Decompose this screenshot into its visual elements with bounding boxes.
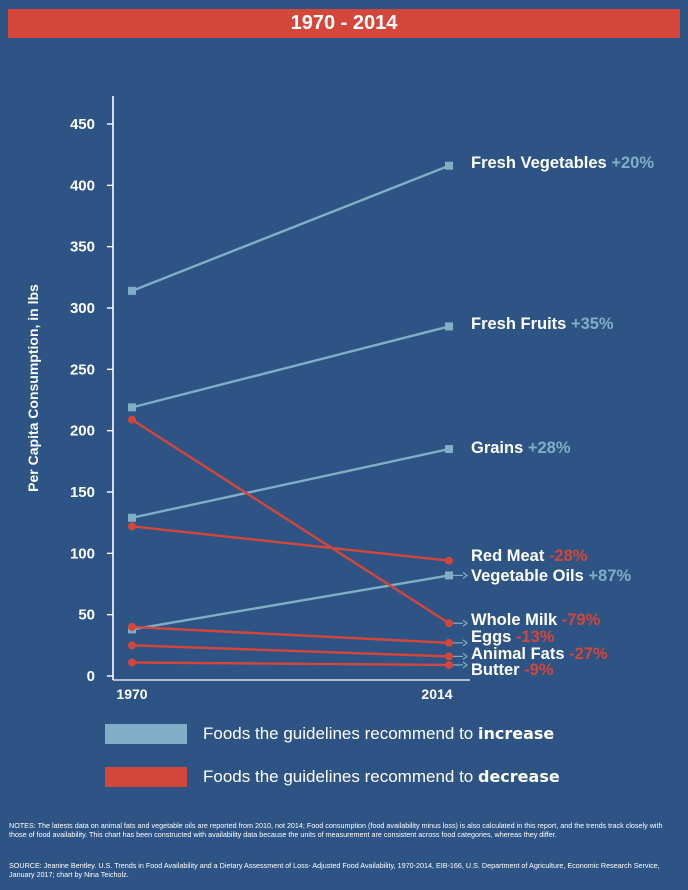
series-name: Red Meat bbox=[471, 547, 549, 565]
leader-arrow-head-eggs bbox=[462, 639, 468, 647]
data-point-eggs bbox=[445, 638, 453, 647]
series-line-whole-milk bbox=[131, 418, 450, 625]
data-point-whole-milk bbox=[128, 415, 136, 424]
series-name: Whole Milk bbox=[471, 611, 562, 629]
y-tick-label: 450 bbox=[70, 116, 95, 133]
data-point-grains bbox=[128, 513, 136, 522]
legend-label-decrease: Foods the guidelines recommend to decrea… bbox=[203, 767, 560, 786]
chart-notes: NOTES: The latests data on animal fats a… bbox=[9, 821, 663, 839]
series-change: -13% bbox=[516, 628, 555, 646]
y-tick-label: 0 bbox=[87, 668, 95, 685]
series-change: -28% bbox=[549, 547, 588, 565]
y-axis-label: Per Capita Consumption, in lbs bbox=[25, 284, 41, 492]
series-name: Fresh Fruits bbox=[471, 315, 571, 333]
legend-keyword-increase: increase bbox=[478, 724, 555, 743]
y-tick-label: 100 bbox=[70, 545, 95, 562]
y-tick-label: 400 bbox=[70, 177, 95, 194]
series-change: +20% bbox=[611, 154, 654, 172]
series-line-vegetable-oils bbox=[131, 574, 450, 631]
legend-swatch-increase bbox=[105, 724, 187, 744]
data-point-butter bbox=[445, 660, 453, 669]
data-point-animal-fats bbox=[128, 641, 136, 650]
data-point-vegetable-oils bbox=[445, 571, 453, 580]
series-label-grains: Grains +28% bbox=[471, 439, 571, 457]
line-chart: 0 50 100 150 200 250 300 350 400 450 Per Capita Co… bbox=[25, 96, 654, 702]
series-name: Fresh Vegetables bbox=[471, 154, 611, 172]
y-tick-label: 250 bbox=[70, 361, 95, 378]
series-name: Grains bbox=[471, 439, 528, 457]
series-line-animal-fats bbox=[131, 644, 450, 658]
x-tick-label: 2014 bbox=[421, 686, 452, 702]
series-line-grains bbox=[131, 447, 450, 519]
data-point-butter bbox=[128, 658, 136, 667]
series-change: +28% bbox=[528, 439, 571, 457]
legend-label-increase: Foods the guidelines recommend to increa… bbox=[203, 724, 555, 743]
legend-swatch-decrease bbox=[105, 767, 187, 787]
series-line-butter bbox=[131, 661, 450, 667]
series-label-fresh-vegetables: Fresh Vegetables +20% bbox=[471, 154, 654, 172]
data-point-fresh-fruits bbox=[128, 403, 136, 412]
data-point-red-meat bbox=[128, 522, 136, 531]
y-tick-label: 350 bbox=[70, 239, 95, 256]
data-point-grains bbox=[445, 445, 453, 454]
data-point-whole-milk bbox=[445, 619, 453, 628]
data-point-eggs bbox=[128, 622, 136, 631]
y-tick-label: 200 bbox=[70, 423, 95, 440]
series-line-red-meat bbox=[131, 525, 450, 562]
leader-arrow-head-whole-milk bbox=[462, 619, 468, 627]
series-label-fresh-fruits: Fresh Fruits +35% bbox=[471, 315, 614, 333]
chart-source: SOURCE: Jeanine Bentley. U.S. Trends in … bbox=[9, 861, 660, 879]
series-label-vegetable-oils: Vegetable Oils +87% bbox=[471, 567, 631, 585]
y-tick-label: 50 bbox=[78, 607, 95, 624]
series-change: -27% bbox=[569, 645, 608, 663]
series-line-fresh-fruits bbox=[131, 325, 450, 409]
series-change: +35% bbox=[571, 315, 614, 333]
y-tick-label: 300 bbox=[70, 300, 95, 317]
leader-arrow-head-animal-fats bbox=[462, 652, 468, 660]
data-point-fresh-vegetables bbox=[128, 286, 136, 295]
series-label-animal-fats: Animal Fats -27% bbox=[471, 645, 608, 663]
series-name: Eggs bbox=[471, 628, 516, 646]
series-name: Vegetable Oils bbox=[471, 567, 588, 585]
series-label-butter: Butter -9% bbox=[471, 661, 554, 679]
data-point-animal-fats bbox=[445, 652, 453, 661]
series-label-whole-milk: Whole Milk -79% bbox=[471, 611, 601, 629]
data-point-fresh-fruits bbox=[445, 322, 453, 331]
data-point-red-meat bbox=[445, 556, 453, 565]
series-change: +87% bbox=[588, 567, 631, 585]
series-label-red-meat: Red Meat -28% bbox=[471, 547, 588, 565]
series-line-eggs bbox=[131, 625, 450, 645]
legend-keyword-decrease: decrease bbox=[478, 767, 560, 786]
data-point-fresh-vegetables bbox=[445, 161, 453, 170]
x-tick-label: 1970 bbox=[116, 686, 147, 702]
series-name: Butter bbox=[471, 661, 524, 679]
chart-banner-title: 1970 - 2014 bbox=[8, 9, 680, 38]
leader-arrow-head-butter bbox=[462, 661, 468, 669]
series-label-eggs: Eggs -13% bbox=[471, 628, 555, 646]
series-line-fresh-vegetables bbox=[131, 164, 450, 292]
series-change: -9% bbox=[524, 661, 554, 679]
series-name: Animal Fats bbox=[471, 645, 569, 663]
leader-arrow-head-vegetable-oils bbox=[462, 571, 468, 579]
series-change: -79% bbox=[562, 611, 601, 629]
y-tick-label: 150 bbox=[70, 484, 95, 501]
